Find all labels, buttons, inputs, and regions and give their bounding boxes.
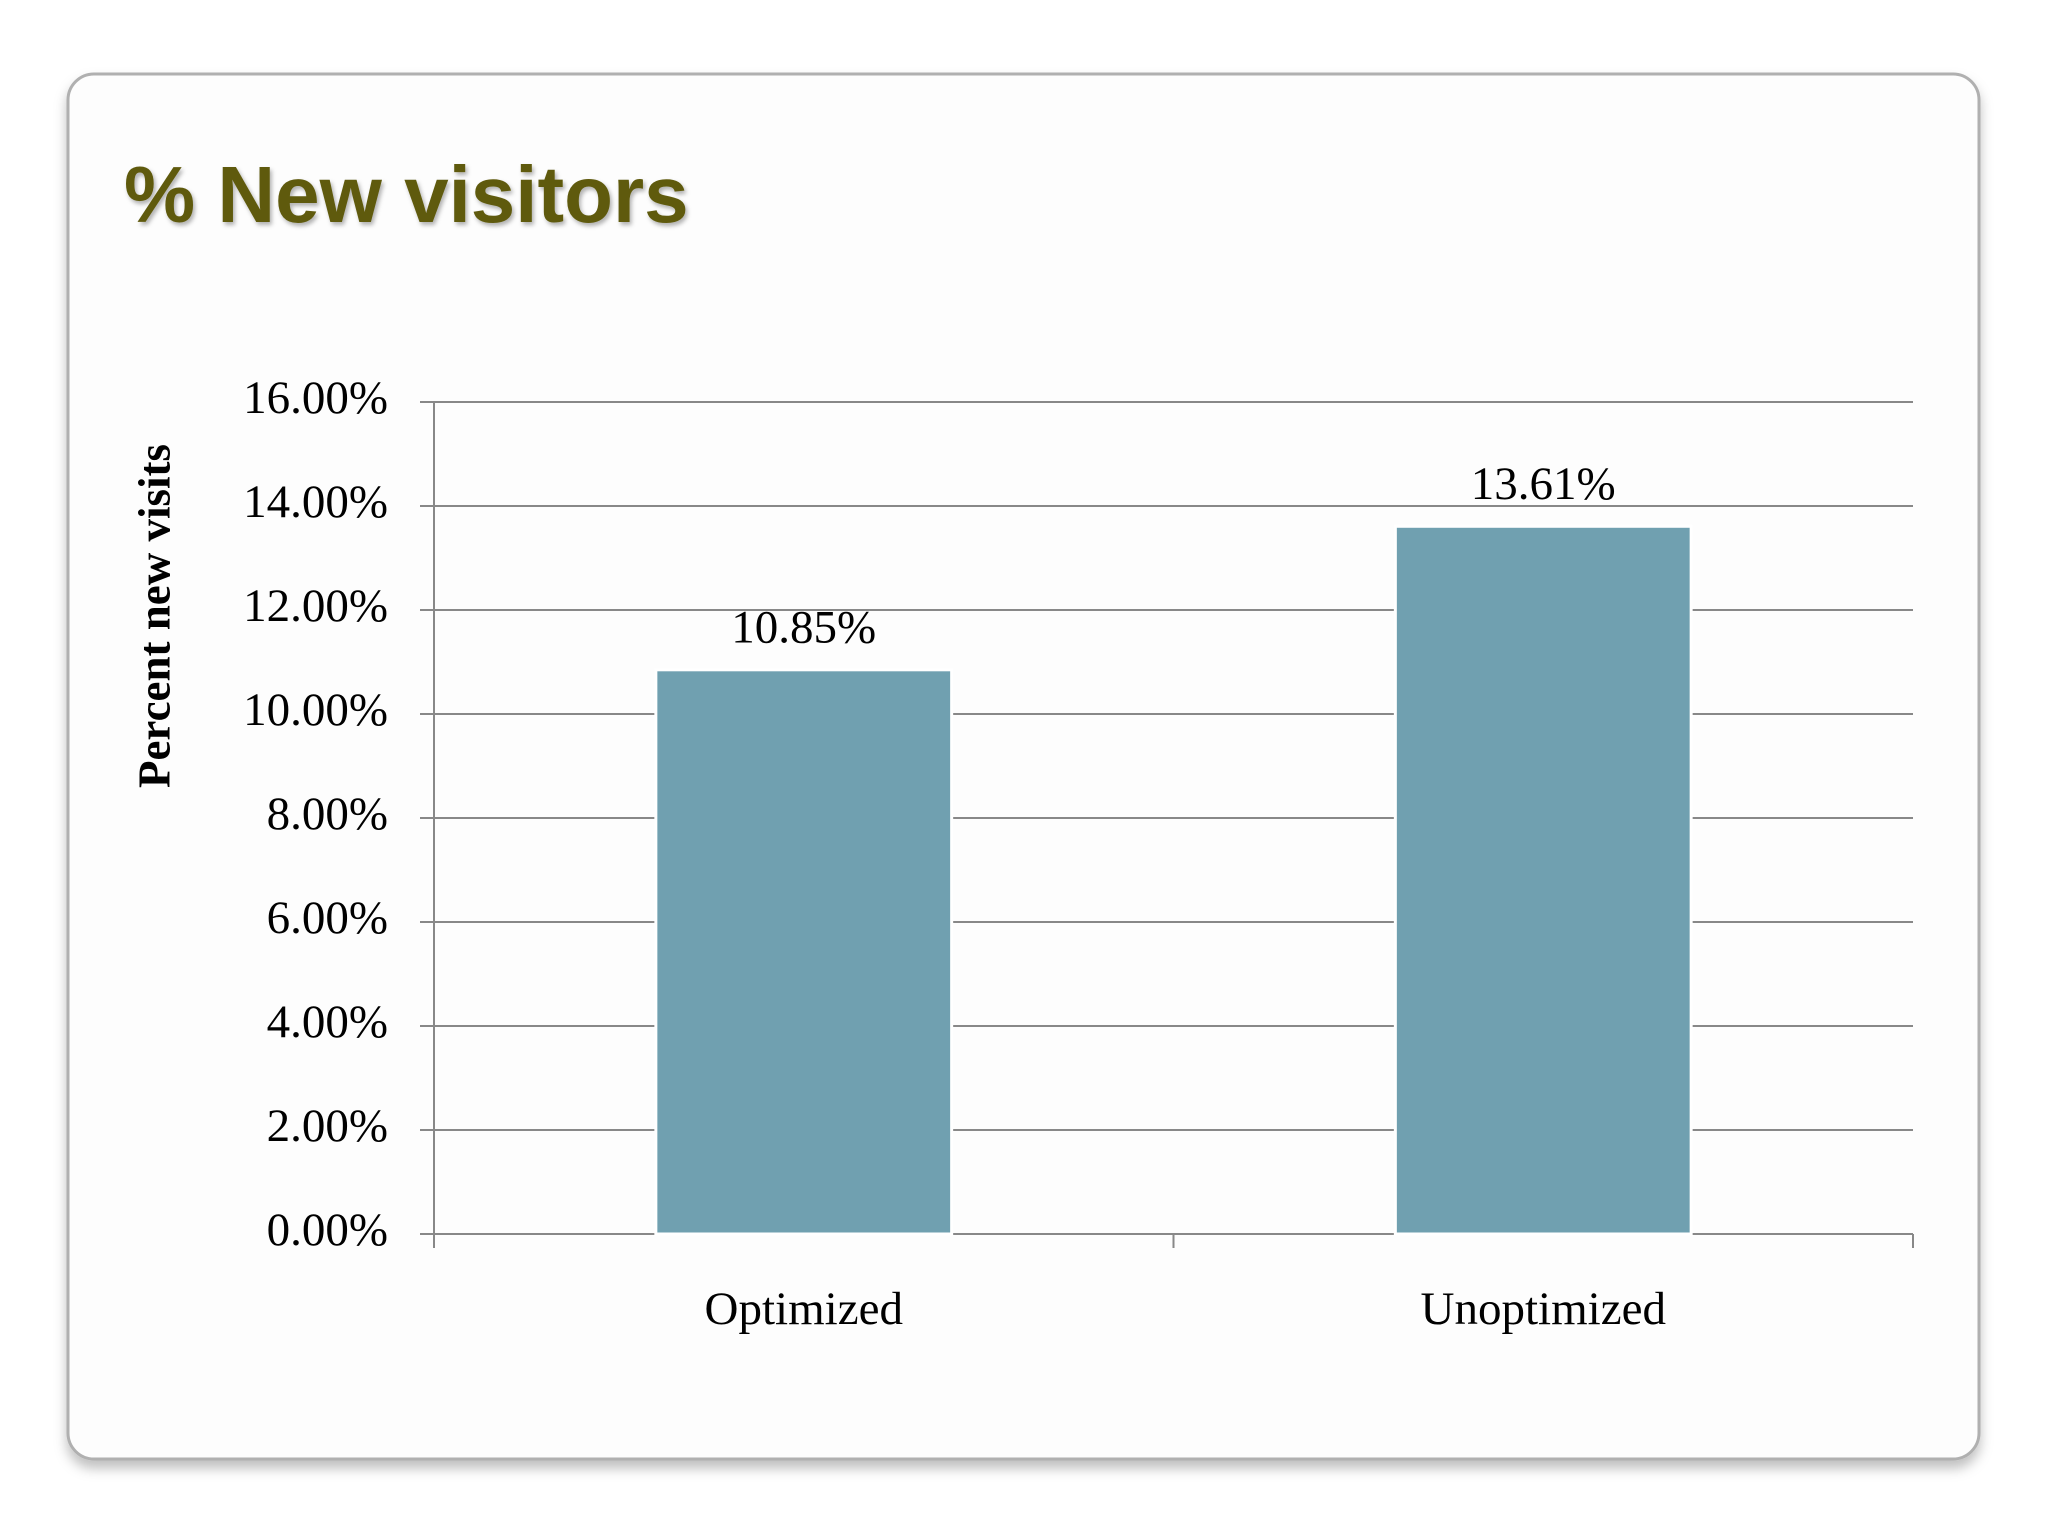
value-label: 13.61% — [1471, 458, 1616, 510]
x-tick-label: Unoptimized — [1421, 1283, 1666, 1335]
y-tick-label: 6.00% — [267, 892, 388, 944]
y-tick-label: 16.00% — [243, 372, 388, 424]
bar — [1393, 524, 1693, 1236]
y-tick-label: 12.00% — [243, 580, 388, 632]
y-tick-label: 10.00% — [243, 684, 388, 736]
y-tick-label: 4.00% — [267, 996, 388, 1048]
y-tick-label: 0.00% — [267, 1204, 388, 1256]
y-axis-title: Percent new visits — [129, 444, 179, 788]
y-tick-label: 14.00% — [243, 476, 388, 528]
value-label: 10.85% — [731, 602, 876, 654]
y-tick-label: 8.00% — [267, 788, 388, 840]
y-tick-label: 2.00% — [267, 1100, 388, 1152]
x-tick-label: Optimized — [705, 1283, 903, 1335]
bar — [654, 668, 954, 1236]
chart-title: % New visitors — [124, 150, 689, 239]
